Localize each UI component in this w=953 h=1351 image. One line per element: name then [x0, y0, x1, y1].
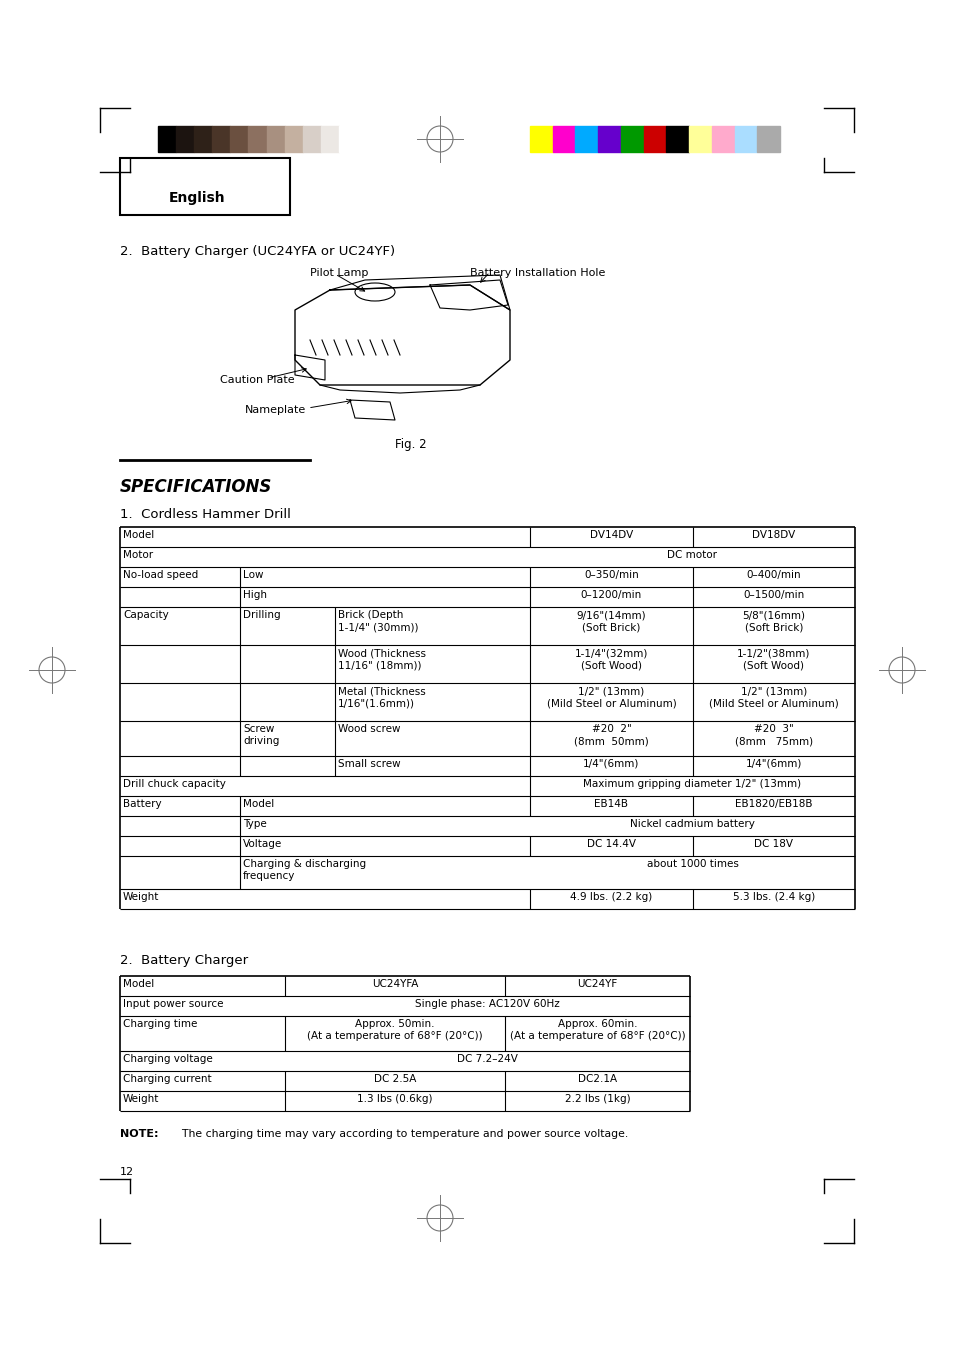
Text: 12: 12: [120, 1167, 134, 1177]
Text: Model: Model: [123, 979, 154, 989]
Bar: [711, 126, 734, 153]
Text: Model: Model: [243, 798, 274, 809]
Text: EB1820/EB18B: EB1820/EB18B: [735, 798, 812, 809]
Text: 1/2" (13mm)
(Mild Steel or Aluminum): 1/2" (13mm) (Mild Steel or Aluminum): [546, 686, 676, 708]
Text: Maximum gripping diameter 1/2" (13mm): Maximum gripping diameter 1/2" (13mm): [583, 780, 801, 789]
Text: 0–1200/min: 0–1200/min: [580, 590, 641, 600]
Bar: [665, 126, 688, 153]
Text: DC motor: DC motor: [667, 550, 717, 561]
Text: 2.  Battery Charger (UC24YFA or UC24YF): 2. Battery Charger (UC24YFA or UC24YF): [120, 245, 395, 258]
Text: NOTE:: NOTE:: [120, 1129, 158, 1139]
Text: Metal (Thickness
1/16"(1.6mm)): Metal (Thickness 1/16"(1.6mm)): [337, 686, 425, 708]
Text: DV18DV: DV18DV: [752, 530, 795, 540]
Text: The charging time may vary according to temperature and power source voltage.: The charging time may vary according to …: [168, 1129, 628, 1139]
Text: Nickel cadmium battery: Nickel cadmium battery: [629, 819, 754, 830]
Text: 1.3 lbs (0.6kg): 1.3 lbs (0.6kg): [356, 1094, 433, 1104]
Text: Charging & discharging
frequency: Charging & discharging frequency: [243, 859, 366, 881]
Text: No-load speed: No-load speed: [123, 570, 198, 580]
Bar: [320, 126, 338, 153]
Bar: [302, 126, 320, 153]
Text: #20  2"
(8mm  50mm): #20 2" (8mm 50mm): [574, 724, 648, 746]
Text: Motor: Motor: [123, 550, 153, 561]
Text: Input power source: Input power source: [123, 998, 223, 1009]
Text: DC 18V: DC 18V: [754, 839, 793, 848]
Text: Single phase: AC120V 60Hz: Single phase: AC120V 60Hz: [415, 998, 559, 1009]
Text: DV14DV: DV14DV: [589, 530, 633, 540]
Bar: [688, 126, 711, 153]
Bar: [284, 126, 302, 153]
Text: Drill chuck capacity: Drill chuck capacity: [123, 780, 226, 789]
Text: Nameplate: Nameplate: [245, 405, 306, 415]
Text: UC24YF: UC24YF: [577, 979, 617, 989]
Text: Approx. 50min.
(At a temperature of 68°F (20°C)): Approx. 50min. (At a temperature of 68°F…: [307, 1019, 482, 1042]
Bar: [643, 126, 665, 153]
Bar: [734, 126, 757, 153]
Text: Small screw: Small screw: [337, 759, 400, 769]
Bar: [757, 126, 780, 153]
Text: UC24YFA: UC24YFA: [372, 979, 417, 989]
Text: 1/2" (13mm)
(Mild Steel or Aluminum): 1/2" (13mm) (Mild Steel or Aluminum): [708, 686, 838, 708]
Text: Weight: Weight: [123, 892, 159, 902]
Bar: [575, 126, 598, 153]
Text: 0–1500/min: 0–1500/min: [742, 590, 803, 600]
Text: Capacity: Capacity: [123, 611, 169, 620]
Text: Fig. 2: Fig. 2: [395, 438, 426, 451]
Bar: [248, 126, 266, 153]
Text: Brick (Depth
1-1/4" (30mm)): Brick (Depth 1-1/4" (30mm)): [337, 611, 418, 632]
Bar: [120, 158, 290, 215]
Text: 1-1/4"(32mm)
(Soft Wood): 1-1/4"(32mm) (Soft Wood): [575, 648, 647, 670]
Text: SPECIFICATIONS: SPECIFICATIONS: [120, 478, 273, 496]
Bar: [620, 126, 643, 153]
Text: English: English: [169, 190, 225, 205]
Text: High: High: [243, 590, 267, 600]
Text: DC 2.5A: DC 2.5A: [374, 1074, 416, 1084]
Bar: [552, 126, 575, 153]
Text: Screw
driving: Screw driving: [243, 724, 279, 746]
Text: Model: Model: [123, 530, 154, 540]
Text: Battery Installation Hole: Battery Installation Hole: [470, 267, 605, 278]
Text: Low: Low: [243, 570, 263, 580]
Text: 1/4"(6mm): 1/4"(6mm): [582, 759, 639, 769]
Bar: [213, 126, 230, 153]
Text: 5.3 lbs. (2.4 kg): 5.3 lbs. (2.4 kg): [732, 892, 814, 902]
Text: #20  3"
(8mm   75mm): #20 3" (8mm 75mm): [734, 724, 812, 746]
Text: about 1000 times: about 1000 times: [646, 859, 738, 869]
Text: EB14B: EB14B: [594, 798, 628, 809]
Text: DC 14.4V: DC 14.4V: [586, 839, 636, 848]
Text: Wood screw: Wood screw: [337, 724, 400, 734]
Bar: [338, 126, 356, 153]
Text: Drilling: Drilling: [243, 611, 280, 620]
Text: 4.9 lbs. (2.2 kg): 4.9 lbs. (2.2 kg): [570, 892, 652, 902]
Bar: [530, 126, 552, 153]
Bar: [158, 126, 176, 153]
Text: Caution Plate: Caution Plate: [220, 376, 294, 385]
Text: 2.  Battery Charger: 2. Battery Charger: [120, 954, 248, 967]
Text: Approx. 60min.
(At a temperature of 68°F (20°C)): Approx. 60min. (At a temperature of 68°F…: [509, 1019, 684, 1042]
Text: 5/8"(16mm)
(Soft Brick): 5/8"(16mm) (Soft Brick): [741, 611, 804, 632]
Text: Charging voltage: Charging voltage: [123, 1054, 213, 1065]
Text: Voltage: Voltage: [243, 839, 282, 848]
Bar: [598, 126, 620, 153]
Text: Type: Type: [243, 819, 267, 830]
Bar: [176, 126, 194, 153]
Text: Wood (Thickness
11/16" (18mm)): Wood (Thickness 11/16" (18mm)): [337, 648, 426, 670]
Text: Weight: Weight: [123, 1094, 159, 1104]
Text: Battery: Battery: [123, 798, 161, 809]
Text: 9/16"(14mm)
(Soft Brick): 9/16"(14mm) (Soft Brick): [576, 611, 645, 632]
Text: 1.  Cordless Hammer Drill: 1. Cordless Hammer Drill: [120, 508, 291, 521]
Text: 1/4"(6mm): 1/4"(6mm): [745, 759, 801, 769]
Text: 0–400/min: 0–400/min: [746, 570, 801, 580]
Text: 2.2 lbs (1kg): 2.2 lbs (1kg): [564, 1094, 630, 1104]
Bar: [230, 126, 248, 153]
Text: 1-1/2"(38mm)
(Soft Wood): 1-1/2"(38mm) (Soft Wood): [737, 648, 810, 670]
Text: DC2.1A: DC2.1A: [578, 1074, 617, 1084]
Bar: [194, 126, 213, 153]
Text: DC 7.2–24V: DC 7.2–24V: [456, 1054, 517, 1065]
Text: 0–350/min: 0–350/min: [583, 570, 639, 580]
Text: Charging time: Charging time: [123, 1019, 197, 1029]
Text: Charging current: Charging current: [123, 1074, 212, 1084]
Text: Pilot Lamp: Pilot Lamp: [310, 267, 368, 278]
Bar: [266, 126, 284, 153]
